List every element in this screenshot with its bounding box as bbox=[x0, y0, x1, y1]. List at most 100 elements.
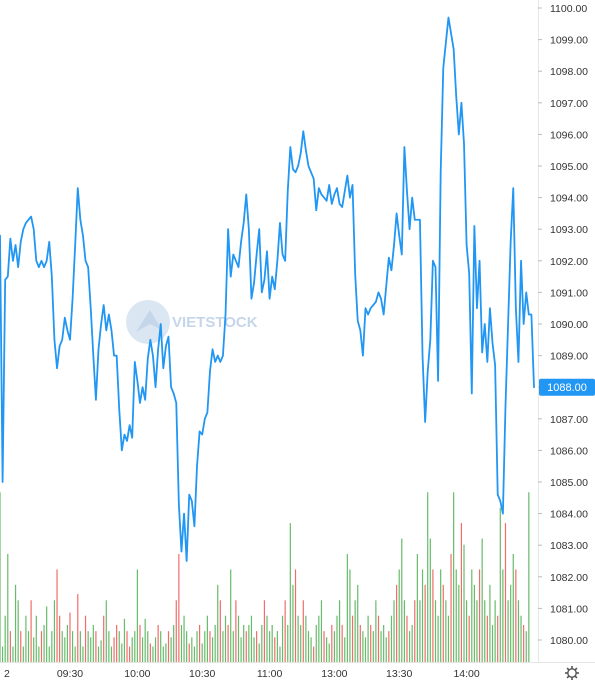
volume-bar bbox=[364, 637, 367, 662]
volume-bar bbox=[302, 600, 304, 662]
volume-bar bbox=[209, 631, 211, 662]
watermark-text: VIETSTOCK bbox=[172, 314, 258, 331]
y-tick-label: 1091.00 bbox=[550, 287, 588, 299]
volume-bar bbox=[224, 615, 227, 662]
volume-bar bbox=[460, 523, 463, 662]
price-line bbox=[0, 16, 535, 562]
volume-bar bbox=[432, 569, 434, 662]
volume-bar bbox=[333, 631, 335, 662]
volume-bar bbox=[204, 631, 206, 662]
volume-bar bbox=[263, 600, 266, 662]
volume-bar bbox=[276, 631, 278, 662]
y-tick-label: 1081.00 bbox=[550, 603, 588, 615]
volume-bar bbox=[4, 615, 6, 662]
price-line-layer bbox=[0, 16, 535, 562]
volume-bar bbox=[401, 538, 403, 662]
volume-bar bbox=[351, 615, 354, 662]
volume-bar bbox=[463, 544, 465, 662]
volume-bar bbox=[442, 584, 444, 662]
volume-bar bbox=[51, 631, 53, 662]
volume-bar bbox=[167, 631, 170, 662]
volume-bar bbox=[445, 600, 447, 662]
volume-bar bbox=[7, 553, 9, 662]
volume-bar bbox=[139, 624, 141, 662]
volume-bar bbox=[206, 615, 208, 662]
volume-bar bbox=[232, 631, 234, 662]
volume-bar bbox=[300, 624, 302, 662]
volume-bar bbox=[180, 624, 183, 662]
volume-bar bbox=[346, 553, 348, 662]
volume-bar bbox=[77, 594, 79, 662]
volume-bar bbox=[359, 624, 361, 662]
volume-bar bbox=[403, 600, 405, 662]
settings-button[interactable] bbox=[565, 666, 579, 680]
volume-bar bbox=[489, 584, 491, 662]
volume-bar bbox=[525, 631, 527, 662]
volume-bar bbox=[253, 637, 255, 662]
volume-bar bbox=[380, 631, 382, 662]
volume-bar bbox=[427, 492, 429, 662]
volume-bar bbox=[95, 631, 97, 662]
volume-bar bbox=[126, 631, 128, 662]
volume-bar bbox=[219, 600, 221, 662]
volume-bar bbox=[406, 615, 408, 662]
volume-bar bbox=[517, 600, 520, 662]
volume-bar bbox=[523, 624, 525, 662]
volume-bar bbox=[157, 624, 159, 662]
volume-bar bbox=[494, 600, 496, 662]
volume-bar bbox=[87, 631, 89, 662]
volume-bar bbox=[507, 600, 509, 662]
volume-bar bbox=[367, 615, 369, 662]
y-tick-label: 1094.00 bbox=[550, 193, 588, 205]
volume-bar bbox=[414, 600, 416, 662]
volume-bar bbox=[258, 643, 260, 662]
volume-bar bbox=[453, 492, 455, 662]
volume-bar bbox=[79, 631, 81, 662]
volume-bar bbox=[82, 646, 84, 662]
y-tick-label: 1098.00 bbox=[550, 66, 588, 78]
price-axis: 1080.00 1081.00 1082.00 1083.00 1084.00 1085.… bbox=[538, 3, 588, 647]
x-tick-label: 13:00 bbox=[321, 668, 347, 680]
volume-bar bbox=[344, 637, 346, 662]
volume-bar bbox=[315, 624, 317, 662]
volume-bar bbox=[504, 523, 507, 662]
volume-bar bbox=[458, 584, 460, 662]
volume-bar bbox=[71, 631, 74, 662]
volume-bar bbox=[30, 600, 32, 662]
volume-bar bbox=[1, 646, 4, 662]
volume-bar bbox=[74, 646, 76, 662]
y-tick-label: 1085.00 bbox=[550, 477, 588, 489]
volume-bar bbox=[123, 618, 126, 662]
volume-bar bbox=[243, 624, 245, 662]
volume-bar bbox=[499, 507, 501, 662]
volume-bar bbox=[512, 553, 514, 662]
volume-bar bbox=[188, 643, 190, 662]
volume-bar bbox=[484, 600, 486, 662]
volume-bar bbox=[385, 637, 387, 662]
volume-bar bbox=[12, 646, 14, 662]
volume-bar bbox=[40, 631, 43, 662]
volume-bar bbox=[354, 600, 356, 662]
volume-bar bbox=[235, 600, 237, 662]
volume-bar bbox=[274, 637, 276, 662]
volume-bar bbox=[320, 600, 323, 662]
volume-bar bbox=[108, 631, 110, 662]
volume-bar bbox=[377, 615, 380, 662]
volume-bar bbox=[147, 631, 149, 662]
volume-bar bbox=[466, 600, 468, 662]
volume-bar bbox=[245, 631, 247, 662]
volume-bar bbox=[362, 631, 364, 662]
volume-bar bbox=[437, 615, 439, 662]
volume-bar bbox=[328, 643, 330, 662]
volume-bar bbox=[48, 646, 50, 662]
volume-bar bbox=[20, 631, 22, 662]
gear-icon bbox=[565, 666, 579, 680]
volume-bar bbox=[486, 615, 488, 662]
x-tick-label: 09:30 bbox=[57, 668, 83, 680]
volume-bar bbox=[227, 624, 229, 662]
volume-bar bbox=[370, 624, 372, 662]
volume-bar bbox=[113, 637, 115, 662]
x-tick-label: 14:00 bbox=[453, 668, 479, 680]
last-price-label: 1088.00 bbox=[547, 382, 587, 394]
volume-bar bbox=[473, 584, 475, 662]
